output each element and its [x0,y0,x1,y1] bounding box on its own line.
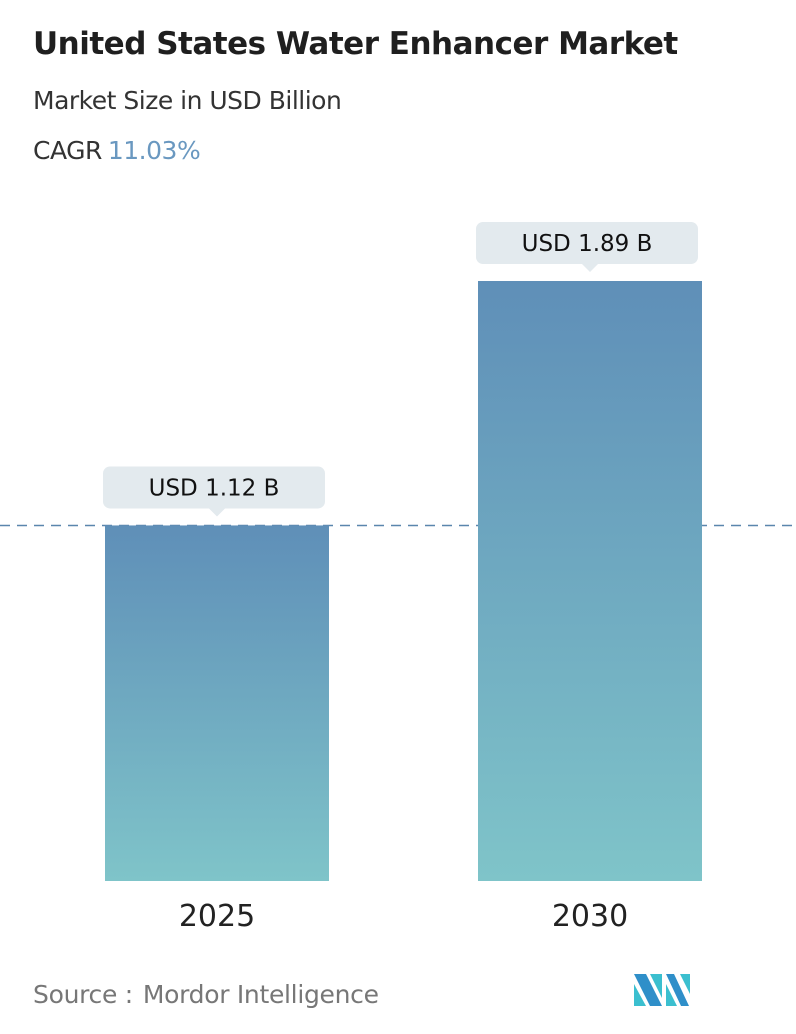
data-label-pointer [582,264,598,272]
cagr: CAGR 11.03% [33,136,201,165]
x-tick-label: 2025 [179,899,255,934]
chart-subtitle: Market Size in USD Billion [33,86,342,115]
data-label-pointer [209,508,225,517]
source-value: Mordor Intelligence [142,980,379,1009]
cagr-value: 11.03% [107,136,201,165]
mordor-intelligence-logo [634,974,690,1006]
chart-title: United States Water Enhancer Market [33,26,678,62]
data-label: USD 1.89 B [522,231,653,257]
data-label: USD 1.12 B [149,475,280,501]
cagr-label: CAGR [33,136,102,165]
source: Source : Mordor Intelligence [33,980,379,1009]
source-label: Source : [33,980,133,1009]
data-label-bubble [103,466,325,509]
bar-2025 [105,525,329,881]
bar-2030 [478,281,702,881]
x-tick-label: 2030 [552,899,628,934]
data-label-bubble [476,222,698,264]
